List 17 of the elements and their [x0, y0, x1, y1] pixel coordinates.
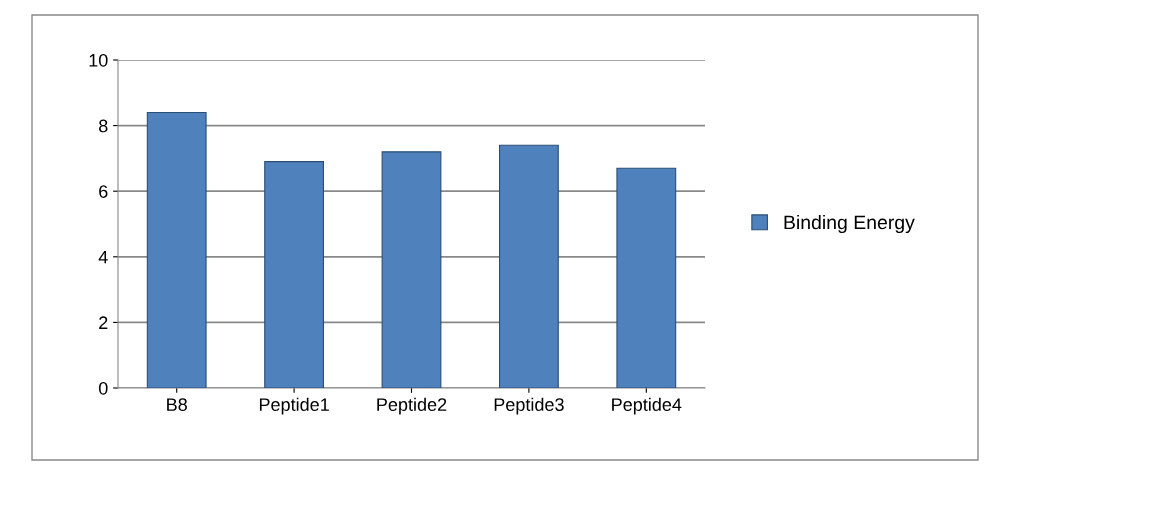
bar [264, 161, 325, 388]
bar [616, 167, 677, 388]
y-tick-label: 2 [99, 316, 108, 329]
x-tick-label: Peptide2 [377, 397, 447, 415]
y-tick-label: 4 [98, 250, 108, 264]
legend-label: Binding Energy [784, 214, 915, 234]
y-tick-label: 6 [99, 185, 108, 198]
x-tick-label: Peptide3 [494, 397, 564, 415]
x-tick-label: Peptide4 [612, 397, 682, 415]
bar [146, 111, 207, 388]
x-tick-label: Peptide1 [259, 397, 329, 415]
x-tick-label: B8 [167, 398, 187, 411]
bar [381, 151, 442, 388]
y-tick-label: 10 [89, 53, 108, 67]
y-tick-label: 8 [99, 119, 108, 133]
y-tick-label: 0 [98, 381, 108, 395]
bar [498, 144, 559, 388]
